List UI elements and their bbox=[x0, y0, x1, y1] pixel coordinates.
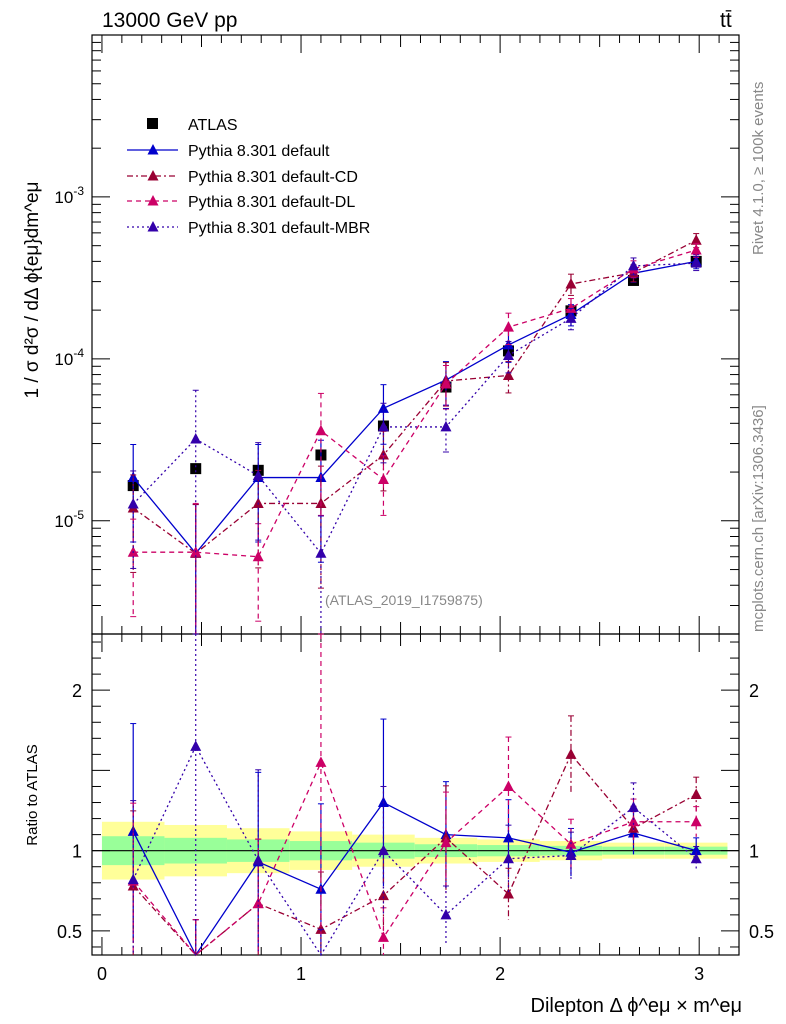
ratio-series-point bbox=[315, 923, 327, 934]
series-point bbox=[502, 369, 514, 380]
legend-label-dl: Pythia 8.301 default-DL bbox=[188, 194, 355, 211]
series-point bbox=[252, 550, 264, 562]
series bbox=[127, 233, 702, 957]
x-axis-label: Dilepton Δ ϕ^eμ × m^eμ bbox=[531, 995, 742, 1017]
ratio-series-point bbox=[502, 888, 514, 899]
ratio-series-point bbox=[377, 844, 389, 856]
series-point bbox=[315, 547, 327, 558]
ratio-y-tick-label-right: 0.5 bbox=[749, 922, 774, 942]
ratio-series-point bbox=[627, 801, 639, 812]
ratio-series-point bbox=[315, 756, 327, 767]
series-point bbox=[315, 424, 327, 436]
series-point bbox=[377, 473, 389, 484]
ratio-series-point bbox=[190, 740, 202, 751]
ratio-series-point bbox=[690, 852, 702, 864]
legend-marker bbox=[147, 195, 159, 206]
x-tick-label: 1 bbox=[296, 964, 306, 984]
ratio-y-tick-label-right: 2 bbox=[749, 681, 759, 701]
legend-label-mbr: Pythia 8.301 default-MBR bbox=[188, 220, 370, 237]
legend-label-atlas: ATLAS bbox=[188, 117, 238, 134]
legend-marker-atlas bbox=[147, 118, 158, 129]
series-point bbox=[565, 277, 577, 289]
series-point bbox=[690, 257, 702, 268]
series-point bbox=[127, 498, 139, 509]
energy-label: 13000 GeV pp bbox=[102, 9, 237, 32]
legend-label-default: Pythia 8.301 default bbox=[188, 143, 330, 160]
legend-marker bbox=[147, 170, 159, 181]
main-y-tick-label: 10-3 bbox=[54, 184, 84, 207]
main-y-tick-label: 10-5 bbox=[54, 508, 84, 531]
ratio-series-line bbox=[132, 801, 697, 957]
series-point bbox=[190, 433, 202, 444]
ratio-y-tick-label: 2 bbox=[72, 681, 82, 701]
legend-label-cd: Pythia 8.301 default-CD bbox=[188, 169, 358, 186]
ratio-series-point bbox=[690, 815, 702, 827]
series-point bbox=[440, 377, 452, 389]
series-line bbox=[132, 260, 697, 555]
series-point bbox=[565, 302, 577, 313]
analysis-id: (ATLAS_2019_I1759875) bbox=[325, 592, 483, 608]
series-point bbox=[502, 321, 514, 332]
x-tick-label: 2 bbox=[495, 964, 505, 984]
ratio-series-point bbox=[252, 897, 264, 909]
ratio-series-point bbox=[627, 815, 639, 827]
series-point bbox=[565, 312, 577, 323]
series-point bbox=[502, 349, 514, 360]
series-line bbox=[133, 249, 697, 558]
series-point bbox=[690, 244, 702, 255]
ratio-series-point bbox=[377, 889, 389, 901]
series-point bbox=[690, 234, 702, 245]
axes: 10-5 10-4 10-3 0 1 2 3 0.5 0.5 1 1 2 2 bbox=[54, 34, 774, 984]
ratio-y-tick-label: 1 bbox=[72, 842, 82, 862]
ratio-series-point bbox=[252, 854, 264, 865]
series-point bbox=[377, 420, 389, 432]
series-point bbox=[252, 469, 264, 481]
legend: ATLAS Pythia 8.301 default Pythia 8.301 … bbox=[127, 117, 370, 237]
main-y-tick-label: 10-4 bbox=[54, 346, 84, 369]
rivet-label: Rivet 4.1.0, ≥ 100k events bbox=[750, 82, 767, 255]
main-y-label: 1 / σ d²σ / dΔ ϕ{eμ}dm^eμ bbox=[22, 181, 43, 398]
ratio-series-point bbox=[377, 931, 389, 942]
x-tick-label: 0 bbox=[97, 964, 107, 984]
ratio-series-point bbox=[127, 873, 139, 885]
series-point bbox=[440, 420, 452, 432]
ratio-series-point bbox=[502, 780, 514, 791]
series-point bbox=[377, 402, 389, 413]
ratio-frame bbox=[91, 633, 740, 956]
ratio-y-tick-label: 0.5 bbox=[57, 922, 82, 942]
ratio-y-label: Ratio to ATLAS bbox=[24, 744, 41, 845]
process-label: tt̄ bbox=[720, 9, 732, 32]
legend-marker bbox=[147, 144, 159, 155]
series-point bbox=[627, 259, 639, 271]
ratio-series-point bbox=[502, 852, 514, 864]
ratio-series-point bbox=[565, 748, 577, 759]
atlas-point bbox=[190, 463, 202, 475]
mcplots-label: mcplots.cern.ch [arXiv:1306.3436] bbox=[750, 405, 767, 632]
ratio-y-tick-label-right: 1 bbox=[749, 842, 759, 862]
ratio-series-point bbox=[690, 844, 702, 856]
legend-marker bbox=[147, 221, 159, 232]
ratio-series-point bbox=[440, 836, 452, 848]
series-line bbox=[132, 262, 697, 555]
ratio-series-line bbox=[132, 753, 697, 956]
ratio-series-point bbox=[565, 849, 577, 860]
ratio-series-line bbox=[132, 760, 697, 956]
ratio-series-point bbox=[690, 788, 702, 799]
ratio-series-point bbox=[440, 908, 452, 920]
x-tick-label: 3 bbox=[694, 964, 704, 984]
series-line bbox=[132, 239, 697, 555]
